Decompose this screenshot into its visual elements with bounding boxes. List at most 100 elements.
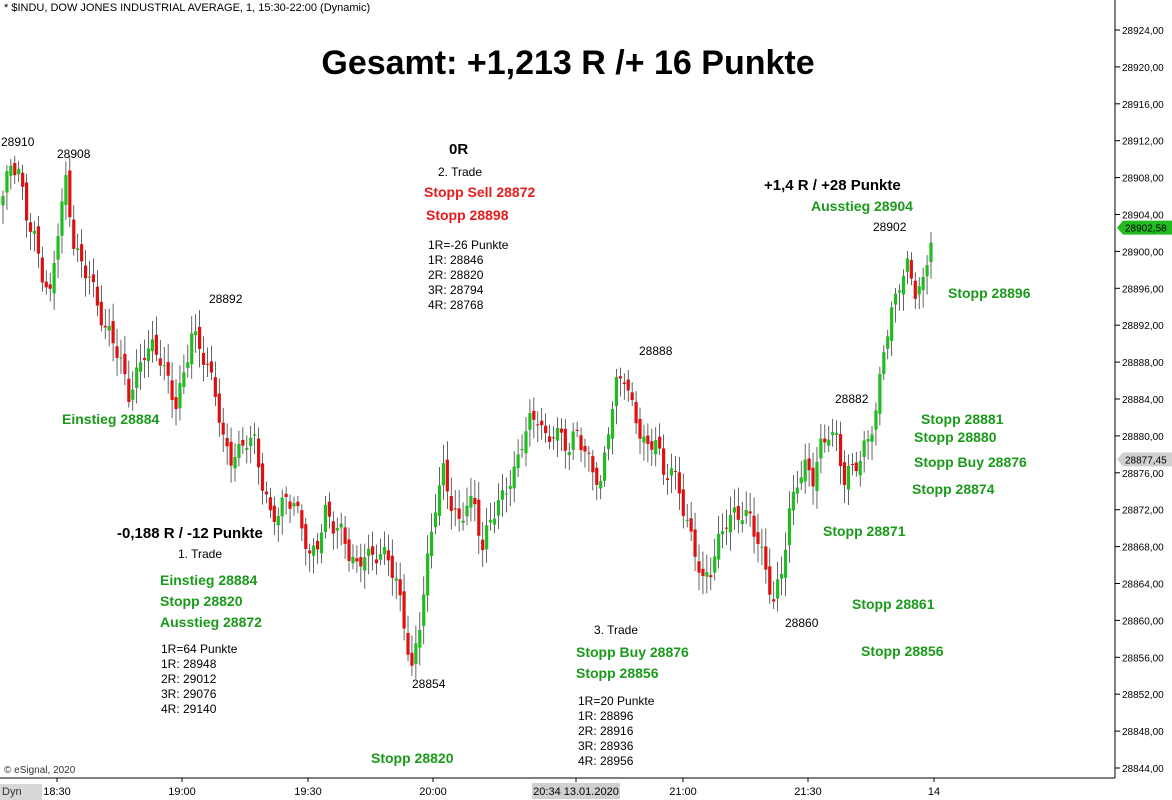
y-tick-label: 28864,00 bbox=[1122, 580, 1164, 591]
trade1-r-line: 1R=64 Punkte bbox=[161, 642, 238, 656]
candle-up bbox=[500, 490, 504, 500]
candle-up bbox=[831, 432, 835, 436]
candle-up bbox=[835, 433, 839, 435]
candle-up bbox=[905, 258, 910, 272]
candle-down bbox=[28, 222, 33, 232]
candle-down bbox=[154, 334, 158, 355]
candle-up bbox=[819, 438, 823, 459]
candle-up bbox=[717, 533, 721, 560]
candle-up bbox=[791, 491, 795, 511]
trade3-r-line: 1R=20 Punkte bbox=[578, 694, 655, 708]
trade2-r-line: 1R: 28846 bbox=[428, 253, 484, 267]
candle-down bbox=[689, 518, 693, 532]
candle-up bbox=[461, 520, 465, 523]
candle-down bbox=[540, 420, 544, 426]
trade3-stopp: Stopp 28856 bbox=[576, 665, 659, 681]
candle-down bbox=[575, 429, 579, 431]
candle-up bbox=[194, 331, 198, 336]
candle-up bbox=[441, 463, 446, 486]
candle-down bbox=[638, 418, 642, 439]
candle-up bbox=[894, 293, 898, 305]
candle-down bbox=[359, 557, 363, 567]
candle-up bbox=[567, 451, 571, 456]
candle-up bbox=[776, 579, 780, 599]
candle-up bbox=[32, 230, 37, 234]
dyn-button[interactable]: Dyn bbox=[0, 784, 42, 800]
price-label-28888: 28888 bbox=[639, 344, 673, 358]
candle-down bbox=[205, 363, 210, 365]
candle-up bbox=[339, 523, 343, 528]
candle-up bbox=[827, 439, 831, 446]
candle-up bbox=[351, 556, 355, 564]
candle-up bbox=[760, 546, 764, 548]
candle-up bbox=[713, 556, 717, 573]
price-label-high1: 28910 bbox=[1, 135, 35, 149]
candle-up bbox=[512, 466, 516, 489]
candle-down bbox=[229, 441, 233, 466]
candle-up bbox=[571, 431, 575, 450]
candle-down bbox=[772, 599, 776, 602]
candle-down bbox=[748, 511, 752, 514]
y-tick-label: 28880,00 bbox=[1122, 432, 1164, 443]
trade1-result: -0,188 R / -12 Punkte bbox=[117, 525, 263, 542]
candle-down bbox=[764, 546, 768, 570]
candle-down bbox=[563, 428, 567, 451]
candle-down bbox=[551, 437, 556, 439]
candle-up bbox=[524, 431, 528, 454]
candle-down bbox=[630, 392, 634, 401]
ausstieg-28904: Ausstieg 28904 bbox=[811, 198, 913, 214]
candle-up bbox=[433, 512, 438, 528]
stopp-28856: Stopp 28856 bbox=[861, 643, 944, 659]
candle-up bbox=[929, 242, 933, 263]
candle-down bbox=[673, 470, 678, 472]
candle-down bbox=[284, 493, 288, 498]
candle-up bbox=[720, 531, 725, 535]
price-label-28854: 28854 bbox=[412, 677, 446, 691]
candle-up bbox=[555, 428, 560, 441]
x-tick-label: 19:00 bbox=[168, 786, 196, 798]
candle-up bbox=[245, 447, 249, 450]
candle-up bbox=[870, 434, 874, 442]
candle-up bbox=[846, 465, 851, 490]
x-tick-label: 21:30 bbox=[794, 786, 822, 798]
candle-up bbox=[485, 525, 489, 550]
candle-down bbox=[595, 467, 599, 485]
candle-up bbox=[654, 440, 658, 455]
candle-up bbox=[363, 557, 367, 571]
trade1-stopp: Stopp 28820 bbox=[160, 593, 243, 609]
y-tick-label: 28888,00 bbox=[1122, 358, 1164, 369]
candle-down bbox=[850, 464, 854, 466]
candle-up bbox=[414, 643, 418, 664]
price-label-28892: 28892 bbox=[209, 292, 243, 306]
candle-up bbox=[64, 175, 68, 206]
candle-up bbox=[516, 454, 520, 468]
candle-up bbox=[335, 528, 339, 531]
stopp-28820-bottom: Stopp 28820 bbox=[371, 750, 454, 766]
trade2-r-line: 3R: 28794 bbox=[428, 283, 484, 297]
candle-down bbox=[308, 550, 312, 554]
candle-up bbox=[520, 449, 524, 451]
candle-down bbox=[241, 439, 245, 446]
stopp-28861: Stopp 28861 bbox=[852, 596, 935, 612]
candle-up bbox=[803, 459, 807, 482]
candle-up bbox=[779, 573, 784, 579]
candle-down bbox=[547, 436, 552, 442]
candle-down bbox=[913, 280, 917, 299]
chart-headline: Gesamt: +1,213 R /+ 16 Punkte bbox=[321, 44, 815, 82]
candle-up bbox=[866, 439, 870, 442]
candle-down bbox=[453, 508, 457, 510]
candle-down bbox=[398, 579, 402, 596]
x-tick-label: 21:00 bbox=[669, 786, 697, 798]
candle-down bbox=[752, 515, 756, 537]
trade3-r-line: 3R: 28936 bbox=[578, 739, 634, 753]
y-tick-label: 28900,00 bbox=[1122, 247, 1164, 258]
candle-down bbox=[477, 499, 481, 536]
trade1-r-line: 4R: 29140 bbox=[161, 702, 217, 716]
last-price-tag bbox=[1117, 220, 1172, 235]
candle-down bbox=[481, 539, 485, 551]
candle-down bbox=[701, 568, 705, 576]
candle-up bbox=[599, 481, 603, 489]
candle-up bbox=[878, 373, 882, 414]
y-tick-label: 28912,00 bbox=[1122, 137, 1164, 148]
